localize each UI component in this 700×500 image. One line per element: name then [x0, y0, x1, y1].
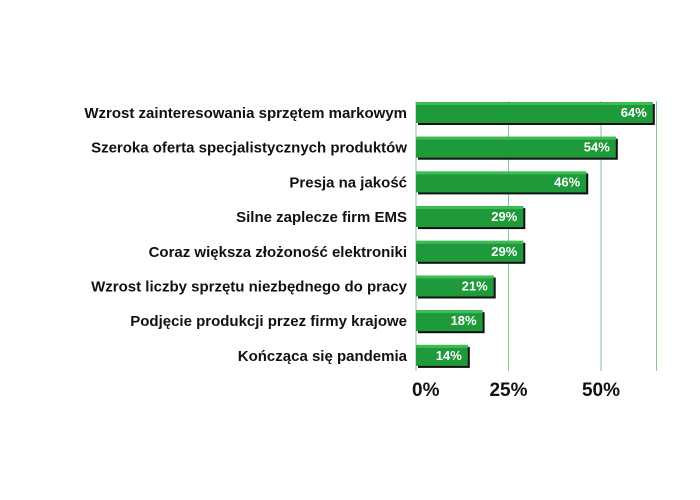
bar-highlight [416, 310, 483, 314]
category-label: Coraz większa złożoność elektroniki [149, 244, 407, 261]
bar [416, 206, 524, 228]
bar-highlight [416, 102, 653, 105]
x-tick-label: 50% [582, 380, 620, 401]
value-label: 18% [451, 313, 477, 328]
bar-highlight [416, 206, 524, 210]
value-label: 29% [491, 244, 517, 259]
bar [416, 240, 524, 262]
bar-highlight [416, 136, 616, 140]
bar-highlight [416, 275, 494, 279]
bar [416, 275, 494, 297]
x-tick-label: 25% [489, 380, 527, 401]
value-label: 29% [491, 209, 517, 224]
bar [416, 344, 468, 366]
category-labels: Wzrost zainteresowania sprzętem markowym… [84, 105, 407, 365]
category-label: Wzrost zainteresowania sprzętem markowym [84, 105, 407, 122]
x-tick-label: 0% [412, 380, 440, 401]
value-label: 21% [462, 279, 488, 294]
bar-highlight [416, 344, 468, 348]
category-label: Kończąca się pandemia [238, 348, 408, 365]
bar [416, 136, 616, 158]
category-label: Presja na jakość [289, 174, 407, 191]
category-label: Silne zaplecze firm EMS [236, 209, 407, 226]
value-label: 54% [584, 140, 610, 155]
bar-highlight [416, 240, 524, 244]
category-label: Podjęcie produkcji przez firmy krajowe [130, 313, 407, 330]
bar [416, 310, 483, 332]
value-label: 14% [436, 348, 462, 363]
value-label: 46% [554, 174, 580, 189]
value-label: 64% [621, 105, 647, 120]
x-axis-tick-labels: 0% 25% 50% [412, 380, 620, 401]
category-label: Wzrost liczby sprzętu niezbędnego do pra… [91, 279, 408, 296]
bar-highlight [416, 171, 587, 175]
bars: 64% 54% 46% 29% 29% 21% 18% 14% [416, 102, 655, 368]
bar [416, 171, 587, 193]
category-label: Szeroka oferta specjalistycznych produkt… [91, 140, 407, 157]
bar [416, 102, 653, 123]
